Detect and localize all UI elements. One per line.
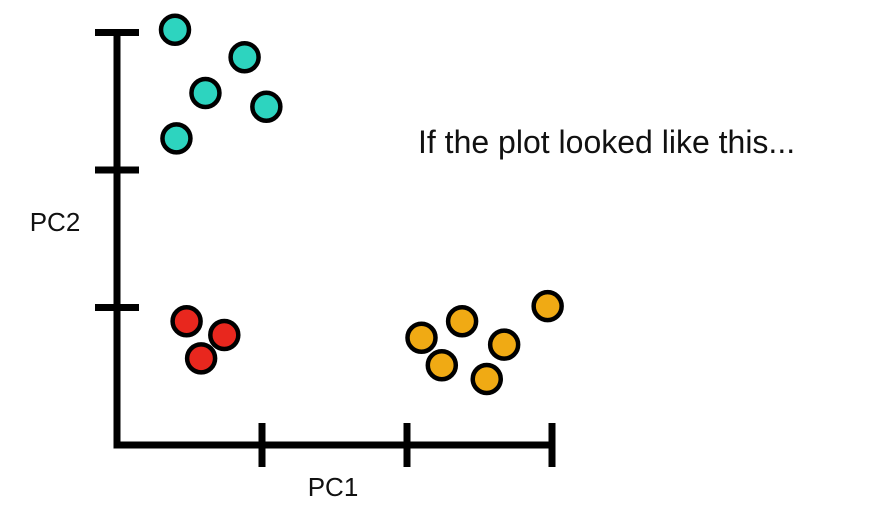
data-points [158,13,564,396]
data-point [487,328,521,361]
x-axis-label: PC1 [308,472,359,502]
data-point [160,122,193,155]
data-point [531,289,564,323]
data-point [170,305,203,338]
data-point [228,41,261,74]
data-point [405,321,438,354]
data-point [158,13,192,46]
data-point [184,342,218,375]
data-point [425,349,459,382]
y-axis-label: PC2 [30,207,81,237]
axes [95,29,556,467]
data-point [189,76,222,110]
data-point [250,90,283,123]
data-point [208,318,241,352]
data-point [470,362,503,396]
caption-text: If the plot looked like this... [418,124,796,160]
data-point [445,305,479,338]
